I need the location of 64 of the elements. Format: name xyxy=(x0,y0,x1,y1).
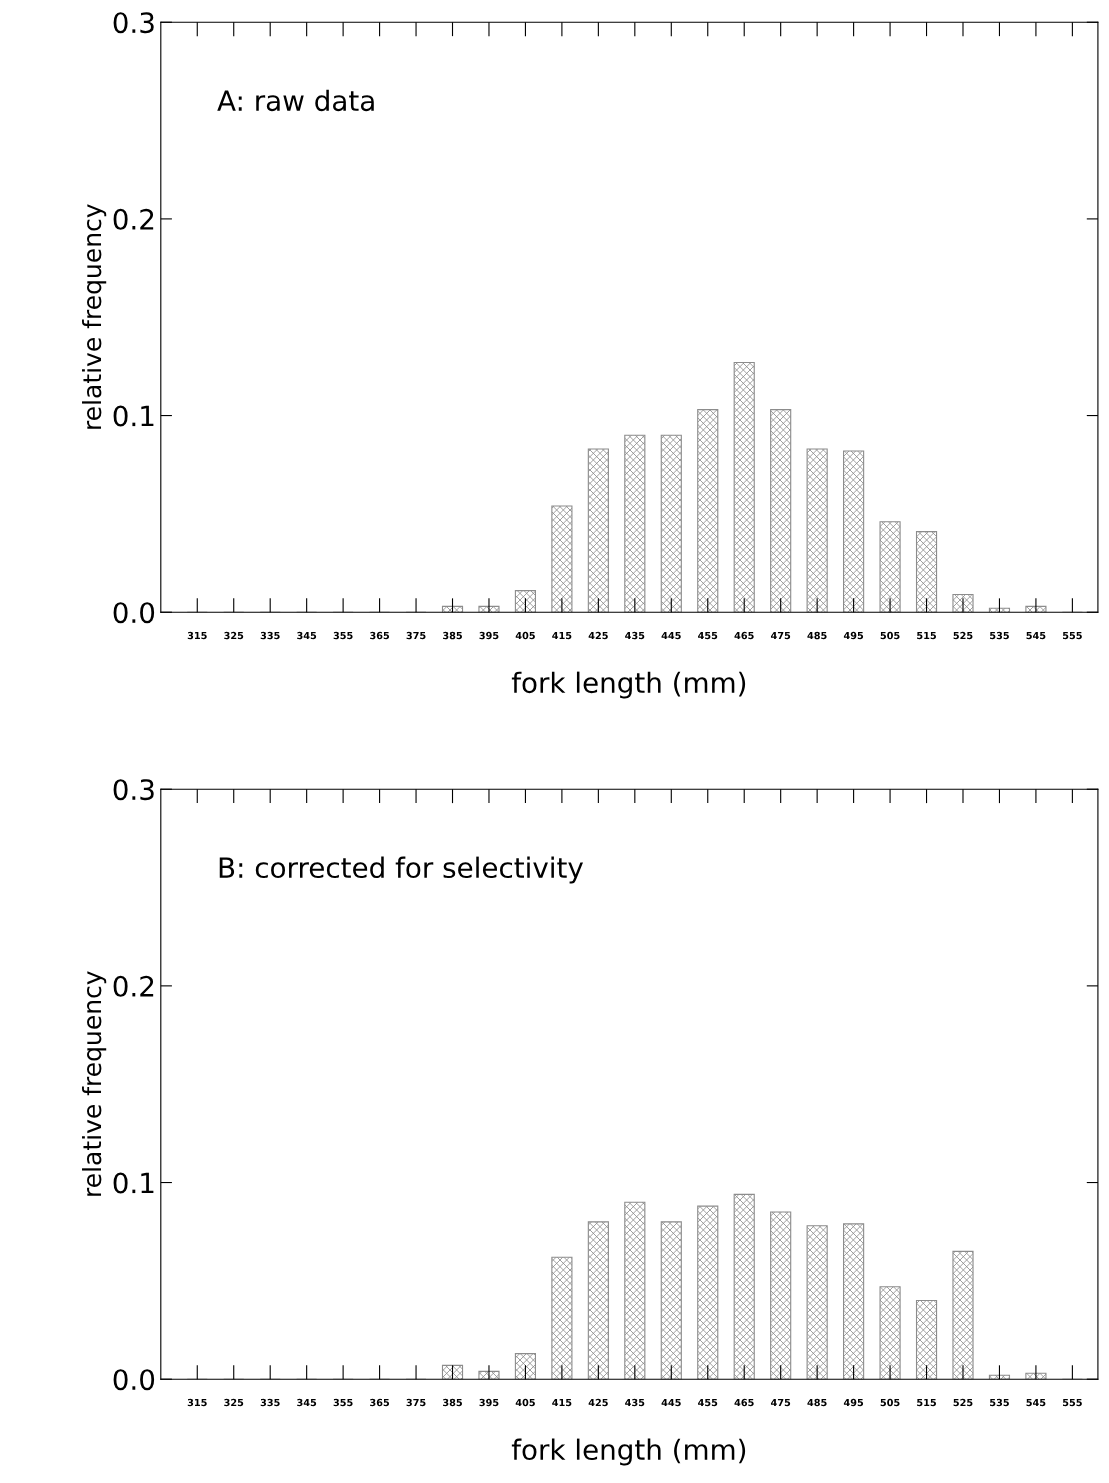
y-tick-label: 0.0 xyxy=(113,1369,155,1391)
y-tick-label: 0.2 xyxy=(113,208,154,230)
x-tick-label: 425 xyxy=(588,1398,608,1407)
x-tick-label: 435 xyxy=(625,1398,645,1407)
x-tick-label: 505 xyxy=(880,631,900,640)
x-tick-label: 395 xyxy=(479,631,499,640)
x-tick-label: 475 xyxy=(770,631,791,640)
x-tick-label: 325 xyxy=(224,631,244,640)
x-tick-label: 475 xyxy=(770,1398,791,1407)
y-tick-label: 0.3 xyxy=(113,12,154,34)
x-tick-label: 385 xyxy=(443,631,462,640)
x-tick-label: 375 xyxy=(406,1398,426,1407)
x-tick-label: 365 xyxy=(370,1398,390,1407)
x-tick-label: 525 xyxy=(953,631,973,640)
x-tick-label: 465 xyxy=(734,1398,754,1407)
annotation: A: raw data xyxy=(217,89,374,112)
y-axis-title: relative frequency xyxy=(82,971,107,1196)
x-tick-label: 355 xyxy=(333,1398,353,1407)
x-tick-label: 325 xyxy=(224,1398,244,1407)
x-tick-label: 335 xyxy=(260,631,280,640)
x-tick-label: 385 xyxy=(443,1398,462,1407)
annotation: B: corrected for selectivity xyxy=(219,856,584,884)
y-tick-label: 0.1 xyxy=(113,405,154,427)
y-axis-title: relative frequency xyxy=(82,204,107,429)
x-tick-label: 405 xyxy=(515,1398,535,1407)
x-tick-label: 355 xyxy=(333,631,353,640)
x-tick-label: 525 xyxy=(953,1398,973,1407)
x-tick-label: 415 xyxy=(552,631,572,640)
x-axis-title: fork length (mm) xyxy=(511,1438,746,1466)
x-tick-label: 455 xyxy=(698,631,718,640)
x-tick-label: 345 xyxy=(297,1398,317,1407)
x-tick-label: 545 xyxy=(1026,1398,1046,1407)
x-tick-label: 495 xyxy=(843,631,864,640)
x-tick-label: 415 xyxy=(552,1398,572,1407)
y-tick-label: 0.3 xyxy=(113,779,154,801)
x-tick-label: 375 xyxy=(406,631,426,640)
x-axis-title: fork length (mm) xyxy=(511,671,746,699)
x-tick-label: 485 xyxy=(807,1398,827,1407)
x-tick-label: 515 xyxy=(917,631,936,640)
x-tick-label: 465 xyxy=(734,631,754,640)
x-tick-label: 365 xyxy=(370,631,390,640)
x-tick-label: 455 xyxy=(698,1398,718,1407)
x-tick-label: 555 xyxy=(1062,631,1082,640)
x-tick-label: 535 xyxy=(990,1398,1009,1407)
x-tick-label: 335 xyxy=(260,1398,280,1407)
y-tick-label: 0.0 xyxy=(113,602,155,624)
x-tick-label: 545 xyxy=(1026,631,1046,640)
x-tick-label: 505 xyxy=(880,1398,900,1407)
y-tick-label: 0.2 xyxy=(113,975,154,997)
x-tick-label: 555 xyxy=(1062,1398,1082,1407)
x-tick-label: 485 xyxy=(807,631,827,640)
x-tick-label: 345 xyxy=(297,631,317,640)
x-tick-label: 435 xyxy=(625,631,645,640)
x-tick-label: 405 xyxy=(515,631,535,640)
x-tick-label: 445 xyxy=(661,1398,681,1407)
x-tick-label: 445 xyxy=(661,631,681,640)
x-tick-label: 515 xyxy=(917,1398,936,1407)
y-tick-label: 0.1 xyxy=(113,1172,154,1194)
x-tick-label: 315 xyxy=(187,631,207,640)
x-tick-label: 395 xyxy=(479,1398,499,1407)
x-tick-label: 535 xyxy=(990,631,1009,640)
x-tick-label: 425 xyxy=(588,631,608,640)
x-tick-label: 315 xyxy=(187,1398,207,1407)
x-tick-label: 495 xyxy=(843,1398,864,1407)
